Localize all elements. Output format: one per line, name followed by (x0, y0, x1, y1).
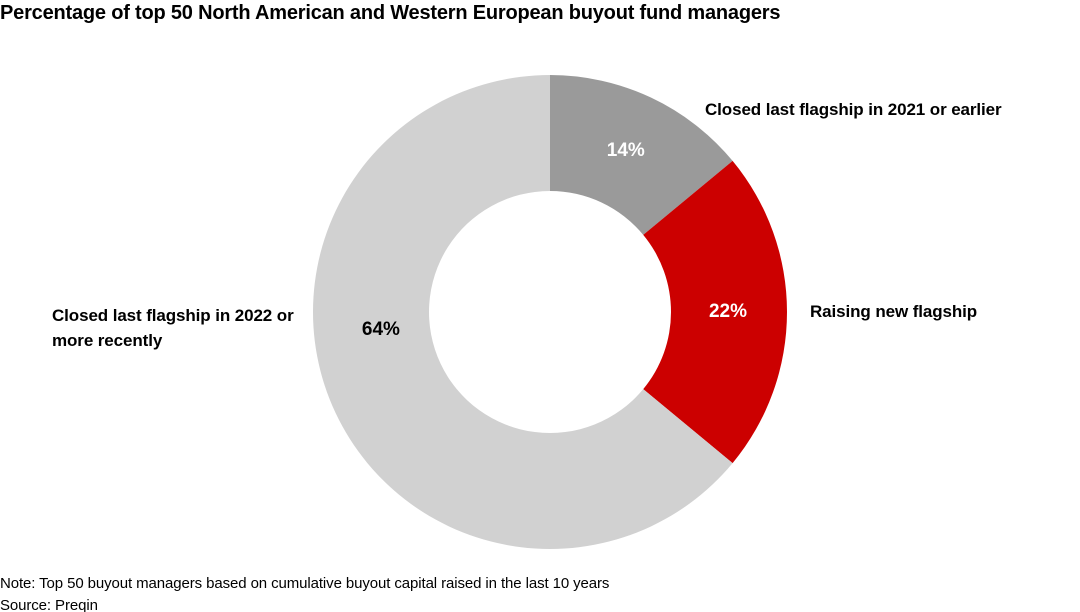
chart-footnotes: Note: Top 50 buyout managers based on cu… (0, 573, 609, 612)
slice-value-label-closed-2022: 64% (361, 318, 400, 340)
donut-slice-1 (643, 160, 787, 464)
slice-value-label-closed-2021: 14% (606, 139, 645, 161)
source-text: Source: Preqin (0, 597, 98, 612)
donut-slice-0 (550, 75, 733, 235)
slice-label-raising-flagship: Raising new flagship (810, 302, 978, 321)
slice-label-closed-2021: Closed last flagship in 2021 or earlier (705, 100, 1002, 119)
donut-slice-2 (312, 74, 733, 550)
chart-title: Percentage of top 50 North American and … (0, 2, 781, 24)
note-text: Note: Top 50 buyout managers based on cu… (0, 575, 610, 592)
slice-label-closed-2022: Closed last flagship in 2022 or more rec… (52, 306, 294, 350)
slice-value-label-raising-flagship: 22% (708, 301, 748, 322)
